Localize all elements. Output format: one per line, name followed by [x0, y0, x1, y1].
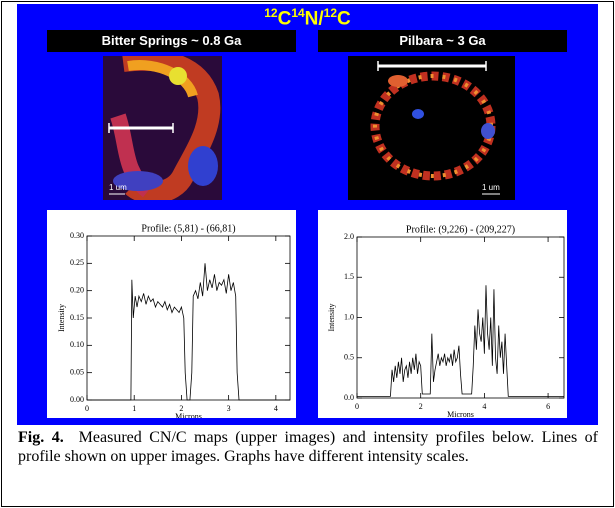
panel-header: Pilbara ~ 3 Ga [318, 30, 567, 52]
profile-line [87, 263, 290, 401]
figure-title: 12C14N/12C [17, 6, 598, 30]
x-tick-label: 3 [227, 404, 231, 413]
title-sup: 12 [323, 6, 338, 20]
y-tick-label: 0.20 [70, 285, 84, 294]
caption-text: Measured CN/C maps (upper images) and in… [18, 429, 599, 465]
x-tick-label: 4 [482, 402, 486, 411]
profile-line [357, 285, 564, 397]
plot-title: Profile: (9,226) - (209,227) [406, 224, 515, 235]
scale-bar-label: 1 um [109, 183, 127, 192]
plot-frame [86, 235, 291, 401]
title-text: C [277, 8, 292, 30]
title-text: N/ [304, 8, 324, 30]
y-tick-label: 1.5 [344, 272, 354, 281]
title-sup: 12 [264, 6, 278, 20]
caption: Fig. 4. Measured CN/C maps (upper images… [18, 428, 598, 466]
y-tick-label: 0.30 [70, 231, 84, 240]
profile-plot: Profile: (9,226) - (209,227) 0 2 4 6 0.0 0.5 1.… [318, 210, 567, 418]
y-axis-label: Intensity [327, 304, 336, 332]
y-tick-label: 0.25 [70, 258, 84, 267]
x-axis-label: Microns [447, 410, 474, 418]
scale-bar-label: 1 um [482, 183, 500, 192]
y-tick-label: 0.0 [344, 393, 354, 402]
x-tick-label: 6 [546, 402, 550, 411]
x-tick-label: 2 [179, 404, 183, 413]
plot-title: Profile: (5,81) - (66,81) [141, 223, 235, 234]
caption-label: Fig. 4. [18, 429, 64, 446]
y-tick-label: 0.5 [344, 353, 354, 362]
x-tick-label: 1 [132, 404, 136, 413]
y-axis-label: Intensity [57, 304, 66, 332]
y-tick-label: 0.05 [70, 367, 84, 376]
profile-plot: Profile: (5,81) - (66,81) 0 1 2 3 4 0.00 0.05 0.… [47, 210, 296, 418]
title-text: C [337, 8, 351, 30]
y-tick-label: 2.0 [344, 232, 354, 241]
cn-map-image: 1 um [348, 56, 515, 200]
x-tick-label: 0 [355, 402, 359, 411]
y-tick-label: 1.0 [344, 312, 354, 321]
y-tick-label: 0.00 [70, 395, 84, 404]
x-tick-label: 0 [85, 404, 89, 413]
title-sup: 14 [291, 6, 305, 20]
x-tick-label: 2 [419, 402, 423, 411]
y-tick-label: 0.15 [70, 313, 84, 322]
x-tick-label: 4 [274, 404, 278, 413]
panel-header: Bitter Springs ~ 0.8 Ga [47, 30, 296, 52]
x-axis-label: Microns [175, 412, 202, 418]
y-tick-label: 0.10 [70, 340, 84, 349]
cn-map-image: 1 um [103, 56, 222, 200]
